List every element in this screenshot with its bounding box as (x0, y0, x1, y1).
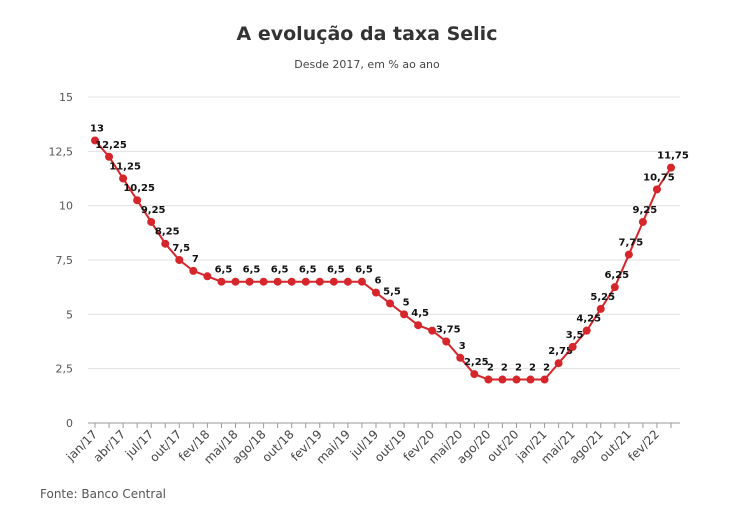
point (371, 288, 380, 297)
data-label: 5,5 (383, 286, 401, 297)
point (189, 266, 198, 275)
point (638, 217, 647, 226)
point (91, 136, 99, 145)
data-label: 2 (515, 363, 522, 374)
data-label: 6 (374, 276, 381, 287)
data-label: 13 (90, 123, 104, 134)
data-label: 2 (529, 363, 536, 374)
data-label: 10,25 (123, 183, 155, 194)
point (357, 277, 366, 286)
y-tick-label: 5 (66, 308, 73, 321)
point (315, 277, 324, 286)
data-label: 2 (501, 363, 508, 374)
point (119, 174, 128, 183)
point (554, 359, 563, 368)
point (512, 375, 521, 384)
point (161, 239, 170, 248)
data-label: 4,25 (576, 314, 601, 325)
chart-title: A evolução da taxa Selic (237, 23, 498, 45)
point (329, 277, 338, 286)
data-label: 6,5 (299, 265, 317, 276)
y-tick-label: 12,5 (49, 145, 74, 158)
data-label: 6,5 (327, 265, 345, 276)
data-label: 2 (543, 363, 550, 374)
x-tick-label: out/18 (259, 427, 296, 464)
data-label: 7,5 (172, 243, 190, 254)
y-tick-label: 7,5 (56, 254, 74, 267)
data-label: 7 (192, 254, 199, 265)
point (652, 185, 661, 194)
x-tick-label: out/21 (597, 427, 634, 464)
point (245, 277, 254, 286)
data-label: 6,25 (604, 270, 629, 281)
point (105, 152, 114, 161)
data-label: 5 (403, 297, 410, 308)
point (147, 217, 156, 226)
data-label: 9,25 (633, 205, 658, 216)
point (273, 277, 282, 286)
y-tick-label: 10 (59, 200, 73, 213)
point (540, 375, 549, 384)
point (400, 310, 409, 319)
point (133, 196, 142, 205)
data-label: 3,75 (436, 325, 461, 336)
point (175, 256, 184, 264)
point (568, 342, 577, 351)
point (498, 375, 507, 384)
source: Fonte: Banco Central (40, 487, 166, 501)
data-label: 6,5 (355, 265, 373, 276)
data-label: 3 (459, 341, 466, 352)
y-tick-label: 2,5 (56, 363, 74, 376)
data-label: 9,25 (141, 205, 166, 216)
x-tick-label: out/20 (484, 427, 521, 464)
x-tick-label: abr/17 (91, 427, 129, 465)
point (231, 277, 240, 286)
point (428, 326, 437, 335)
data-label: 4,5 (411, 308, 429, 319)
data-label: 11,25 (109, 162, 141, 173)
data-label: 2,75 (548, 346, 573, 357)
point (610, 283, 619, 292)
point (442, 337, 451, 346)
x-tick-label: out/19 (372, 427, 409, 464)
data-label: 6,5 (215, 265, 233, 276)
data-label: 8,25 (155, 227, 180, 238)
data-label: 10,75 (643, 172, 675, 183)
data-label: 2,25 (464, 357, 489, 368)
point (386, 299, 395, 308)
point (414, 321, 423, 330)
y-tick-label: 15 (59, 91, 73, 104)
chart-subtitle: Desde 2017, em % ao ano (294, 58, 440, 71)
point (484, 375, 493, 384)
point (203, 272, 212, 281)
data-label: 5,25 (590, 292, 615, 303)
data-label: 3,5 (566, 330, 584, 341)
data-label: 7,75 (619, 238, 644, 249)
x-tick-label: fev/22 (625, 427, 662, 464)
y-tick-label: 0 (66, 417, 73, 430)
data-label: 6,5 (271, 265, 289, 276)
point (343, 277, 352, 286)
point (596, 304, 605, 313)
point (456, 353, 465, 362)
point (624, 250, 633, 259)
data-label: 12,25 (95, 140, 127, 151)
point (470, 370, 479, 379)
point (667, 163, 675, 172)
data-label: 6,5 (243, 265, 261, 276)
point (259, 277, 268, 286)
point (526, 375, 535, 384)
point (217, 277, 226, 286)
data-label: 11,75 (657, 151, 689, 162)
point (582, 326, 591, 335)
point (301, 277, 310, 286)
x-tick-label: out/17 (147, 427, 184, 464)
data-label: 2 (487, 363, 494, 374)
point (287, 277, 296, 286)
